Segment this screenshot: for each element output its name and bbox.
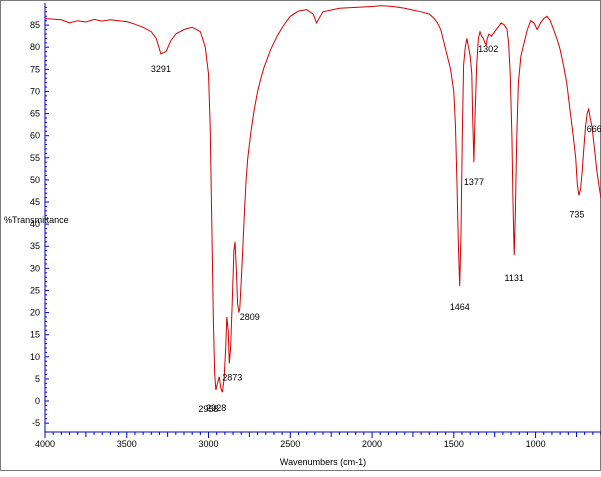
x-tick-label: 3000 (199, 439, 219, 449)
y-tick-label: 75 (30, 64, 40, 74)
y-tick-label: 0 (35, 396, 40, 406)
y-tick-label: 10 (30, 352, 40, 362)
y-tick-label: 80 (30, 42, 40, 52)
y-tick-label: 60 (30, 131, 40, 141)
spectrum-line (44, 5, 601, 393)
y-tick-label: 50 (30, 175, 40, 185)
x-axis-ticks: 4000 3500 3000 2500 2000 1500 1000 (35, 432, 601, 449)
y-tick-label: 35 (30, 241, 40, 251)
y-tick-label: 20 (30, 308, 40, 318)
y-tick-label: 40 (30, 219, 40, 229)
peak-label: 2928 (206, 403, 226, 413)
x-axis-label: Wavenumbers (cm-1) (280, 457, 366, 467)
x-tick-label: 1500 (444, 439, 464, 449)
y-tick-label: 85 (30, 20, 40, 30)
peak-label: 1131 (504, 273, 523, 283)
y-tick-label: 70 (30, 86, 40, 96)
x-tick-label: 3500 (117, 439, 137, 449)
peak-label: 1464 (450, 302, 470, 312)
peak-label: 1302 (478, 44, 498, 54)
y-tick-label: 15 (30, 330, 40, 340)
y-tick-label: 65 (30, 109, 40, 119)
y-axis-ticks: -5 0 5 10 15 20 25 30 35 40 45 50 55 60 65 70 75 80 85 (30, 6, 49, 428)
x-tick-label: 4000 (35, 439, 55, 449)
chart-axes (44, 3, 601, 433)
x-tick-label: 2500 (280, 439, 300, 449)
y-tick-label: 55 (30, 153, 40, 163)
y-tick-label: 30 (30, 263, 40, 273)
y-tick-label: 5 (35, 374, 40, 384)
peak-label: 1377 (464, 177, 484, 187)
y-axis-label: %Transmittance (4, 215, 69, 225)
peak-label: 2809 (240, 312, 260, 322)
peak-label: 735 (569, 209, 584, 219)
peak-label: 3291 (151, 64, 171, 74)
y-tick-label: 45 (30, 197, 40, 207)
peak-label: 666 (587, 124, 601, 134)
y-tick-label: -5 (32, 418, 40, 428)
x-tick-label: 1000 (526, 439, 546, 449)
x-tick-label: 2000 (362, 439, 382, 449)
peak-label: 2958 (198, 404, 218, 414)
peak-label: 2873 (222, 372, 242, 382)
y-tick-label: 25 (30, 285, 40, 295)
